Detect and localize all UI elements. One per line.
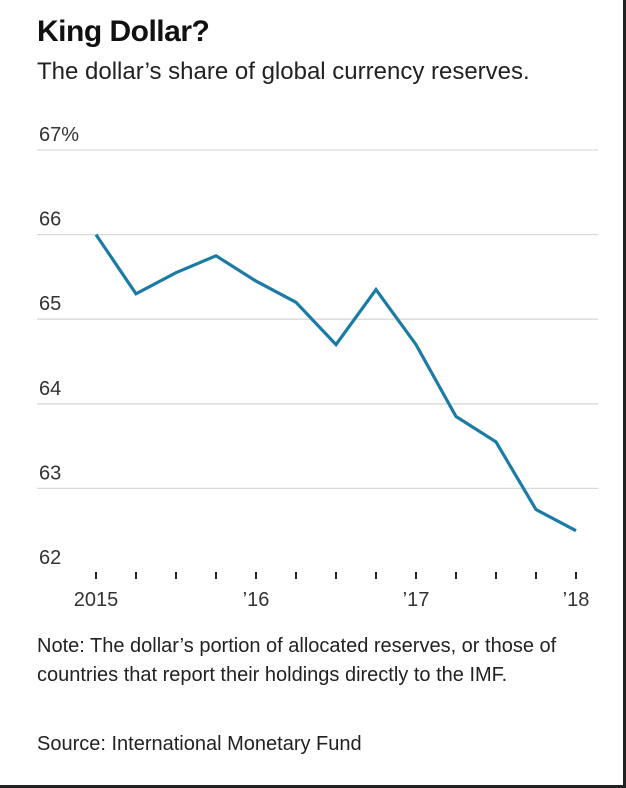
series-line-0	[94, 233, 577, 533]
y-tick-label-67: 67%	[39, 124, 79, 146]
series-layer	[94, 233, 577, 533]
x-tick-labels: 2015 ’16 ’17 ’18	[74, 589, 590, 611]
y-tick-label-66: 66	[39, 209, 61, 231]
y-tick-label-64: 64	[39, 378, 61, 400]
x-axis	[95, 572, 577, 579]
chart-subtitle: The dollar’s share of global currency re…	[37, 58, 530, 85]
chart-title: King Dollar?	[37, 15, 210, 48]
chart-source: Source: International Monetary Fund	[37, 733, 362, 755]
x-tick-label-12: ’18	[563, 589, 590, 611]
y-tick-label-62: 62	[39, 547, 61, 569]
y-tick-label-65: 65	[39, 293, 61, 315]
x-tick-label-8: ’17	[403, 589, 430, 611]
chart-note: Note: The dollar’s portion of allocated …	[37, 635, 557, 686]
x-tick-label-4: ’16	[243, 589, 270, 611]
y-tick-label-63: 63	[39, 462, 61, 484]
x-tick-label-0: 2015	[74, 589, 119, 611]
line-chart: 67% 66 65 64 63 62 2015 ’16 ’17 ’18	[37, 124, 598, 611]
y-tick-labels: 67% 66 65 64 63 62	[39, 124, 79, 569]
grid-layer	[37, 149, 598, 490]
